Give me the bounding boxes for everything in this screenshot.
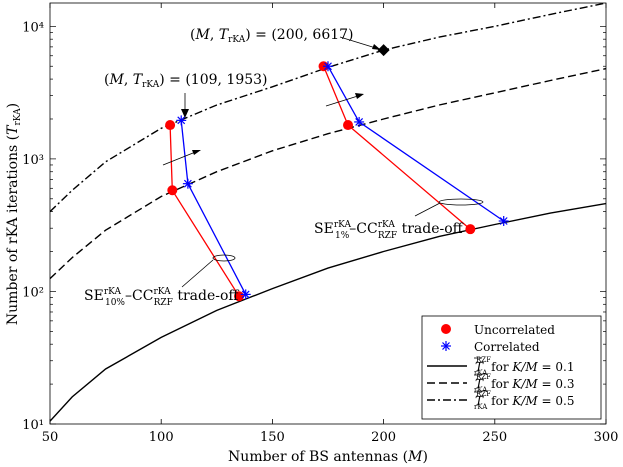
- tradeoff1-se: SE: [314, 221, 334, 237]
- y-tick-label-1000: 10³: [22, 153, 44, 168]
- legend-uncorrelated-label: Uncorrelated: [474, 323, 555, 337]
- annotation-109-1953-sub: rKA: [142, 80, 160, 90]
- x-tick-label-250: 250: [482, 430, 507, 445]
- annotation-200-6617-rest: ) = (200, 6617): [245, 27, 353, 43]
- x-tick-label-100: 100: [149, 430, 174, 445]
- tradeoff10-se-sup: rKA: [104, 287, 122, 297]
- legend: Uncorrelated Correlated TRZF rKA for K/M …: [422, 316, 601, 419]
- tradeoff10-cc-sub: RZF: [154, 298, 173, 308]
- correlated-point-1-2: [499, 216, 509, 226]
- tradeoff1-suffix: trade-off: [397, 221, 464, 237]
- tradeoff10-dash: –CC: [125, 288, 153, 304]
- legend-correlated-label: Correlated: [474, 340, 540, 354]
- x-tick-label-150: 150: [260, 430, 285, 445]
- y-axis-label: Number of rKA iterations (TrKA): [5, 103, 23, 325]
- chart: 50 100 150 200 250 300 10¹ 10² 10³ 10⁴ Number of …: [0, 0, 623, 467]
- y-tick-label-100: 10²: [22, 285, 44, 300]
- tradeoff1-dash: –CC: [349, 221, 377, 237]
- annotation-109-1953: (M, TrKA) = (109, 1953): [104, 72, 268, 90]
- x-tick-label-300: 300: [594, 430, 619, 445]
- tradeoff1-cc-sup: rKA: [378, 220, 396, 230]
- y-tick-label-10000: 10⁴: [22, 20, 44, 35]
- tradeoff10-se-sub: 10%: [105, 298, 125, 308]
- tradeoff10-suffix: trade-off: [173, 288, 240, 304]
- annotation-109-1953-rest: ) = (109, 1953): [159, 72, 267, 88]
- x-tick-label-200: 200: [371, 430, 396, 445]
- uncorrelated-point-1-1: [343, 120, 353, 130]
- uncorrelated-point-1-2: [465, 224, 475, 234]
- tradeoff1-cc-sub: RZF: [378, 231, 397, 241]
- correlated-point-0-2: [241, 289, 251, 299]
- correlated-point-0-1: [183, 179, 193, 189]
- legend-correlated-marker: [441, 341, 451, 351]
- legend-uncorrelated-marker: [441, 324, 451, 334]
- tradeoff10-se: SE: [84, 288, 104, 304]
- correlated-point-1-1: [354, 117, 364, 127]
- x-tick-label-50: 50: [42, 430, 59, 445]
- uncorrelated-point-0-1: [167, 185, 177, 195]
- x-axis-label: Number of BS antennas (M): [228, 449, 428, 465]
- tradeoff1-se-sub: 1%: [335, 231, 350, 241]
- annotation-200-6617: (M, TrKA) = (200, 6617): [190, 27, 354, 45]
- legend-label-05: TRZF rKA for K/M = 0.5: [474, 390, 574, 411]
- y-tick-label-10: 10¹: [22, 418, 44, 433]
- correlated-point-1-0: [323, 61, 333, 71]
- uncorrelated-point-0-0: [165, 120, 175, 130]
- annotation-200-6617-sub: rKA: [228, 35, 246, 45]
- tradeoff10-cc-sup: rKA: [153, 287, 171, 297]
